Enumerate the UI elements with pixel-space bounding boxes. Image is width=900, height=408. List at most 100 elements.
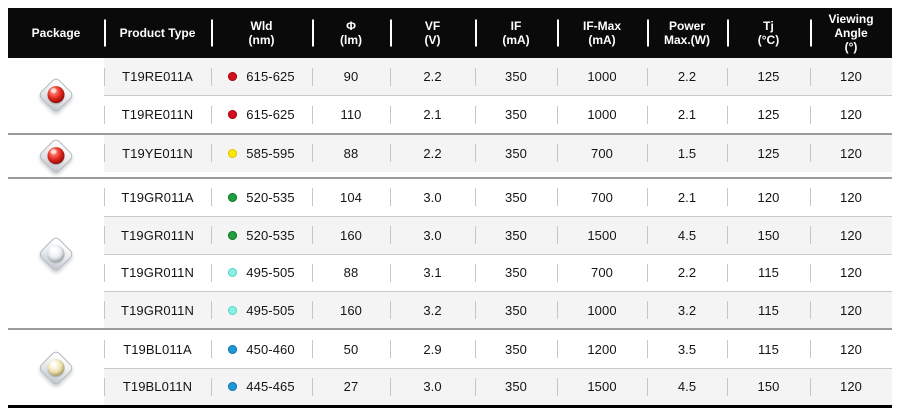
color-dot-icon <box>228 230 238 240</box>
column-header-viewing-angle: Viewing Angle (°) <box>810 8 892 58</box>
wld-value: 615-625 <box>246 107 295 123</box>
table-row: T19GR011A 520-535 104 3.0 350 700 2.1 12… <box>104 179 892 216</box>
cell-if: 350 <box>475 292 557 328</box>
wld-value: 520-535 <box>246 189 295 205</box>
cell-product-type: T19BL011A <box>104 330 211 367</box>
cell-power-max: 3.2 <box>647 292 727 328</box>
cell-viewing-angle: 120 <box>810 96 892 132</box>
led-package-dome <box>47 86 65 104</box>
column-header-power-max: Power Max.(W) <box>647 8 727 58</box>
color-dot-icon <box>228 305 238 315</box>
cell-viewing-angle: 120 <box>810 292 892 328</box>
package-cell <box>8 178 104 329</box>
cell-wld: 450-460 <box>211 330 312 367</box>
column-header-vf: VF (V) <box>390 8 475 58</box>
column-header-if: IF (mA) <box>475 8 557 58</box>
table-row: T19RE011A 615-625 90 2.2 350 1000 2.2 12… <box>104 58 892 96</box>
cell-viewing-angle: 120 <box>810 179 892 216</box>
cell-power-max: 2.2 <box>647 255 727 291</box>
package-group: T19BL011A 450-460 50 2.9 350 1200 3.5 11… <box>8 328 892 406</box>
cell-flux: 160 <box>312 217 390 253</box>
cell-tj: 125 <box>727 135 810 172</box>
cell-wld: 495-505 <box>211 292 312 328</box>
cell-tj: 150 <box>727 369 810 405</box>
cell-tj: 115 <box>727 292 810 328</box>
column-header-flux: Φ (lm) <box>312 8 390 58</box>
cell-if-max: 700 <box>557 179 647 216</box>
cell-power-max: 1.5 <box>647 135 727 172</box>
wld-value: 450-460 <box>246 341 295 357</box>
cell-tj: 120 <box>727 179 810 216</box>
cell-flux: 104 <box>312 179 390 216</box>
cell-if: 350 <box>475 217 557 253</box>
cell-product-type: T19GR011N <box>104 217 211 253</box>
table-header-row: Package Product Type Wld (nm) Φ (lm) VF … <box>8 8 892 58</box>
wld-value: 495-505 <box>246 302 295 318</box>
cell-vf: 3.2 <box>390 292 475 328</box>
cell-if-max: 1000 <box>557 292 647 328</box>
cell-viewing-angle: 120 <box>810 58 892 95</box>
package-cell <box>8 58 104 133</box>
cell-product-type: T19GR011A <box>104 179 211 216</box>
cell-power-max: 2.1 <box>647 179 727 216</box>
led-package-image <box>28 74 84 116</box>
cell-vf: 3.1 <box>390 255 475 291</box>
wld-value: 520-535 <box>246 227 295 243</box>
spec-table: Package Product Type Wld (nm) Φ (lm) VF … <box>8 8 892 408</box>
column-header-product-type: Product Type <box>104 8 211 58</box>
led-package-dome <box>47 244 65 262</box>
cell-if: 350 <box>475 369 557 405</box>
cell-if-max: 1000 <box>557 58 647 95</box>
package-group: T19GR011A 520-535 104 3.0 350 700 2.1 12… <box>8 176 892 329</box>
cell-if: 350 <box>475 255 557 291</box>
cell-if-max: 700 <box>557 135 647 172</box>
cell-vf: 2.1 <box>390 96 475 132</box>
wld-value: 615-625 <box>246 69 295 85</box>
cell-product-type: T19GR011N <box>104 255 211 291</box>
table-row: T19YE011N 585-595 88 2.2 350 700 1.5 125… <box>104 134 892 173</box>
cell-vf: 2.2 <box>390 135 475 172</box>
table-row: T19GR011N 495-505 88 3.1 350 700 2.2 115… <box>104 253 892 291</box>
cell-power-max: 4.5 <box>647 217 727 253</box>
led-package-image <box>28 347 84 389</box>
cell-power-max: 4.5 <box>647 369 727 405</box>
color-dot-icon <box>228 72 238 82</box>
cell-wld: 615-625 <box>211 96 312 132</box>
column-header-if-max: IF-Max (mA) <box>557 8 647 58</box>
cell-viewing-angle: 120 <box>810 217 892 253</box>
cell-flux: 88 <box>312 135 390 172</box>
package-group: T19RE011A 615-625 90 2.2 350 1000 2.2 12… <box>8 58 892 133</box>
column-header-tj: Tj (°C) <box>727 8 810 58</box>
table-row: T19GR011N 520-535 160 3.0 350 1500 4.5 1… <box>104 216 892 254</box>
color-dot-icon <box>228 344 238 354</box>
cell-if-max: 1500 <box>557 369 647 405</box>
cell-if: 350 <box>475 96 557 132</box>
cell-if-max: 1200 <box>557 330 647 367</box>
cell-viewing-angle: 120 <box>810 330 892 367</box>
cell-wld: 615-625 <box>211 58 312 95</box>
cell-viewing-angle: 120 <box>810 135 892 172</box>
cell-vf: 2.2 <box>390 58 475 95</box>
cell-tj: 115 <box>727 330 810 367</box>
cell-product-type: T19GR011N <box>104 292 211 328</box>
color-dot-icon <box>228 192 238 202</box>
cell-wld: 585-595 <box>211 135 312 172</box>
cell-flux: 90 <box>312 58 390 95</box>
table-row: T19BL011N 445-465 27 3.0 350 1500 4.5 15… <box>104 367 892 406</box>
column-header-package: Package <box>31 25 81 40</box>
cell-if-max: 1000 <box>557 96 647 132</box>
cell-power-max: 3.5 <box>647 330 727 367</box>
cell-vf: 3.0 <box>390 179 475 216</box>
wld-value: 585-595 <box>246 145 295 161</box>
cell-wld: 520-535 <box>211 179 312 216</box>
cell-tj: 115 <box>727 255 810 291</box>
cell-if-max: 700 <box>557 255 647 291</box>
table-row: T19BL011A 450-460 50 2.9 350 1200 3.5 11… <box>104 330 892 367</box>
cell-wld: 445-465 <box>211 369 312 405</box>
color-dot-icon <box>228 382 238 392</box>
cell-flux: 27 <box>312 369 390 405</box>
cell-if: 350 <box>475 135 557 172</box>
cell-product-type: T19RE011N <box>104 96 211 132</box>
cell-flux: 50 <box>312 330 390 367</box>
